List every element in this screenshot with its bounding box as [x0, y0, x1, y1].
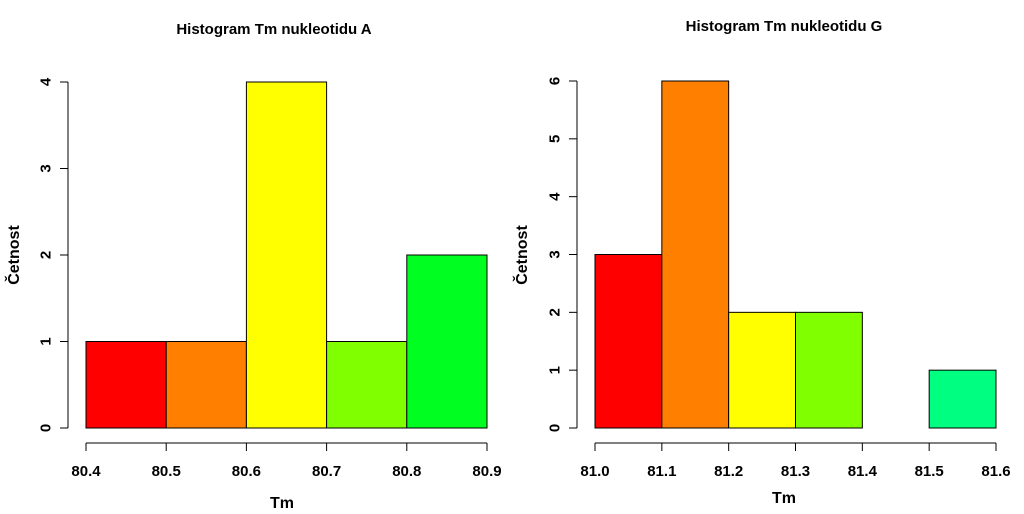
histogram-bar-a-3: [245, 81, 328, 429]
y-tick-label-g-0: 0: [547, 424, 564, 432]
histogram-bar-a-5: [406, 254, 488, 429]
x-tick-label-g-1: 81.1: [647, 463, 676, 480]
chart-title-a: Histogram Tm nukleotidu A: [176, 21, 371, 38]
y-tick-label-g-2: 2: [547, 308, 564, 316]
y-tick-label-g-6: 6: [547, 77, 564, 85]
bars-g: [594, 80, 997, 429]
histogram-bar-a-4: [326, 341, 408, 429]
x-tick-label-a-2: 80.6: [232, 463, 261, 480]
y-axis-a: 0 1 2 3 4: [38, 77, 69, 432]
x-tick-label-g-3: 81.3: [781, 463, 810, 480]
y-tick-label-a-4: 4: [38, 77, 55, 86]
y-tick-label-g-4: 4: [547, 192, 564, 201]
x-tick-label-g-4: 81.4: [848, 463, 878, 480]
x-tick-label-g-6: 81.6: [981, 463, 1010, 480]
y-tick-label-a-0: 0: [38, 424, 55, 432]
histogram-panel-g: Histogram Tm nukleotidu G Tm Četnost 81.…: [512, 18, 1011, 507]
x-tick-label-a-4: 80.8: [392, 463, 421, 480]
y-axis-label-a: Četnost: [4, 225, 23, 285]
histogram-bar-a-2: [165, 341, 247, 429]
y-axis-g: 0 1 2 3 4 5 6: [547, 77, 578, 432]
histogram-bar-a-1: [85, 341, 167, 429]
chart-title-g: Histogram Tm nukleotidu G: [686, 18, 883, 35]
y-tick-label-g-3: 3: [547, 250, 564, 258]
x-tick-label-g-5: 81.5: [915, 463, 944, 480]
x-axis-a: 80.4 80.5 80.6 80.7 80.8 80.9: [71, 442, 502, 480]
x-tick-label-g-2: 81.2: [714, 463, 743, 480]
y-tick-label-a-1: 1: [38, 337, 55, 345]
x-tick-label-a-3: 80.7: [312, 463, 341, 480]
histogram-bar-g-2: [661, 80, 730, 429]
x-tick-label-a-0: 80.4: [71, 463, 101, 480]
bars-a: [85, 81, 488, 429]
x-axis-g: 81.0 81.1 81.2 81.3 81.4 81.5 81.6: [580, 442, 1011, 480]
x-tick-label-a-1: 80.5: [152, 463, 181, 480]
x-tick-label-a-5: 80.9: [472, 463, 501, 480]
histogram-bar-g-4: [795, 311, 863, 429]
y-tick-label-a-2: 2: [38, 251, 55, 259]
y-tick-label-g-5: 5: [547, 135, 564, 143]
histogram-bar-g-3: [728, 311, 797, 429]
histogram-bar-g-6: [928, 369, 997, 429]
y-tick-label-a-3: 3: [38, 164, 55, 172]
histogram-panel-a: Histogram Tm nukleotidu A Tm Četnost 80.…: [4, 21, 502, 512]
histogram-bar-g-1: [594, 254, 663, 429]
x-axis-label-a: Tm: [270, 495, 294, 512]
x-tick-label-g-0: 81.0: [580, 463, 609, 480]
x-axis-label-g: Tm: [772, 490, 796, 507]
y-tick-label-g-1: 1: [547, 366, 564, 374]
y-axis-label-g: Četnost: [512, 225, 531, 285]
